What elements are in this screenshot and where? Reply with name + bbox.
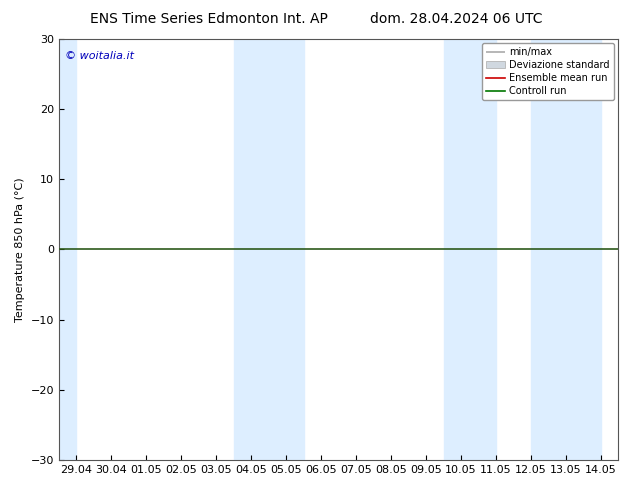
Text: © woitalia.it: © woitalia.it [65, 51, 134, 61]
Bar [444, 39, 496, 460]
Text: dom. 28.04.2024 06 UTC: dom. 28.04.2024 06 UTC [370, 12, 543, 26]
Legend: min/max, Deviazione standard, Ensemble mean run, Controll run: min/max, Deviazione standard, Ensemble m… [482, 44, 614, 100]
Bar [531, 39, 601, 460]
Y-axis label: Temperature 850 hPa (°C): Temperature 850 hPa (°C) [15, 177, 25, 321]
Bar [234, 39, 304, 460]
Bar [59, 39, 77, 460]
Text: ENS Time Series Edmonton Int. AP: ENS Time Series Edmonton Int. AP [90, 12, 328, 26]
